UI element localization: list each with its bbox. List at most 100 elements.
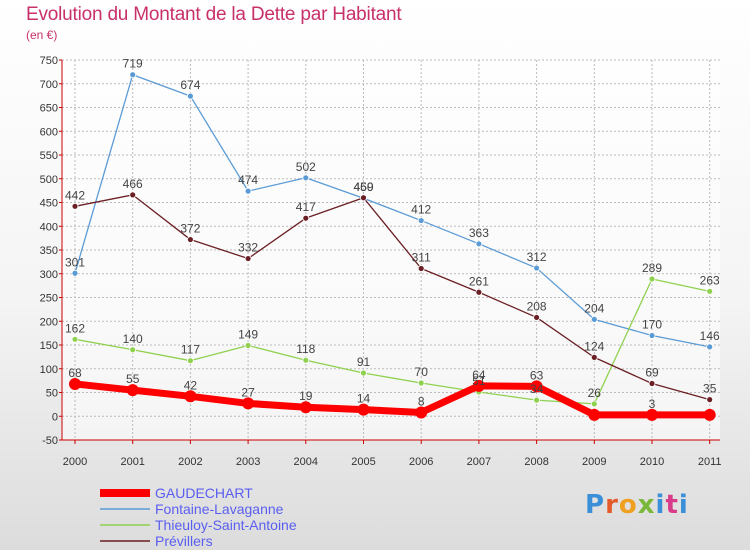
data-label: 51 bbox=[472, 374, 486, 388]
data-label: 170 bbox=[642, 318, 662, 332]
series-line-1 bbox=[74, 74, 710, 348]
data-point bbox=[69, 377, 81, 390]
data-point bbox=[415, 406, 428, 419]
data-label: 70 bbox=[415, 365, 429, 379]
data-point bbox=[244, 255, 252, 262]
data-label: 719 bbox=[123, 57, 143, 71]
data-label: 14 bbox=[357, 392, 371, 406]
data-point bbox=[129, 71, 137, 79]
data-point bbox=[186, 236, 194, 243]
data-point bbox=[357, 403, 370, 416]
data-label: 502 bbox=[296, 160, 316, 174]
data-label: 117 bbox=[181, 343, 200, 357]
x-tick-label: 2003 bbox=[236, 456, 260, 468]
data-label: 311 bbox=[412, 251, 431, 265]
data-point bbox=[184, 390, 197, 403]
data-point bbox=[530, 380, 543, 393]
legend-label: GAUDECHART bbox=[155, 485, 253, 501]
data-label: 417 bbox=[296, 200, 316, 214]
series-line-3 bbox=[74, 194, 710, 401]
data-point bbox=[706, 287, 714, 295]
data-point bbox=[417, 265, 425, 272]
data-label: 459 bbox=[353, 180, 373, 194]
data-point bbox=[588, 408, 601, 421]
data-point bbox=[242, 397, 255, 410]
data-point bbox=[417, 379, 425, 387]
x-tick-label: 2002 bbox=[178, 456, 202, 468]
data-point bbox=[646, 408, 658, 421]
data-label: 332 bbox=[238, 241, 258, 255]
data-label: 42 bbox=[184, 378, 198, 392]
y-tick-label: 700 bbox=[40, 79, 58, 91]
data-label: 64 bbox=[472, 368, 486, 382]
x-tick-label: 2009 bbox=[582, 456, 606, 468]
y-tick-label: 750 bbox=[40, 55, 58, 67]
x-tick-label: 2011 bbox=[698, 456, 722, 468]
data-label: 124 bbox=[584, 339, 604, 353]
data-point bbox=[703, 408, 716, 421]
data-label: 412 bbox=[411, 203, 431, 217]
legend-label: Fontaine-Lavaganne bbox=[155, 501, 284, 517]
y-tick-label: 450 bbox=[40, 198, 58, 210]
data-label: 19 bbox=[299, 389, 313, 403]
data-label: 34 bbox=[530, 382, 544, 396]
data-point bbox=[475, 240, 483, 248]
data-point bbox=[533, 396, 540, 404]
data-point bbox=[186, 357, 194, 365]
x-tick-label: 2004 bbox=[294, 456, 318, 468]
series-line-2 bbox=[74, 278, 710, 405]
data-point bbox=[299, 401, 312, 414]
data-point bbox=[706, 396, 714, 404]
legend-label: Prévillers bbox=[155, 533, 213, 549]
data-label: 363 bbox=[469, 226, 489, 240]
y-tick-label: 250 bbox=[40, 293, 58, 305]
data-label: 263 bbox=[700, 273, 720, 287]
data-point bbox=[472, 379, 485, 392]
proxiti-logo: Proxiti bbox=[585, 490, 689, 520]
data-point bbox=[129, 191, 137, 199]
data-label: 162 bbox=[65, 321, 85, 335]
data-label: 35 bbox=[703, 382, 717, 396]
y-tick-label: 50 bbox=[46, 388, 58, 400]
data-point bbox=[648, 332, 656, 339]
data-label: 146 bbox=[700, 329, 720, 343]
y-tick-label: 300 bbox=[40, 269, 58, 281]
y-tick-label: 400 bbox=[40, 221, 58, 233]
data-label: 55 bbox=[126, 372, 140, 386]
y-tick-label: -50 bbox=[42, 435, 58, 447]
y-tick-label: 0 bbox=[52, 411, 58, 423]
data-label: 442 bbox=[65, 188, 85, 202]
data-label: 261 bbox=[469, 274, 489, 288]
y-tick-label: 150 bbox=[40, 340, 58, 352]
data-label: 140 bbox=[123, 332, 143, 346]
y-tick-label: 650 bbox=[40, 103, 58, 115]
x-tick-label: 2005 bbox=[351, 456, 375, 468]
data-point bbox=[129, 346, 137, 354]
data-label: 149 bbox=[238, 327, 258, 341]
data-label: 3 bbox=[649, 397, 656, 411]
data-point bbox=[648, 380, 656, 387]
data-label: 208 bbox=[527, 299, 547, 313]
data-label: 91 bbox=[357, 355, 371, 369]
data-point bbox=[302, 214, 310, 222]
x-tick-label: 2007 bbox=[467, 456, 491, 468]
x-tick-label: 2008 bbox=[524, 456, 548, 468]
data-point bbox=[126, 384, 139, 397]
data-point bbox=[302, 174, 310, 182]
data-point bbox=[360, 194, 367, 202]
data-label: 674 bbox=[180, 78, 200, 92]
y-tick-label: 500 bbox=[40, 174, 58, 186]
data-point bbox=[417, 217, 425, 224]
y-tick-label: 100 bbox=[40, 364, 58, 376]
x-tick-label: 2010 bbox=[640, 456, 664, 468]
data-point bbox=[648, 275, 656, 283]
legend-label: Thieuloy-Saint-Antoine bbox=[155, 517, 297, 533]
data-label: 63 bbox=[530, 368, 544, 382]
x-tick-label: 2006 bbox=[409, 456, 433, 468]
data-point bbox=[71, 269, 79, 277]
data-label: 289 bbox=[642, 261, 662, 275]
data-label: 68 bbox=[68, 366, 82, 380]
x-tick-label: 2001 bbox=[120, 456, 144, 468]
data-label: 372 bbox=[180, 222, 200, 236]
